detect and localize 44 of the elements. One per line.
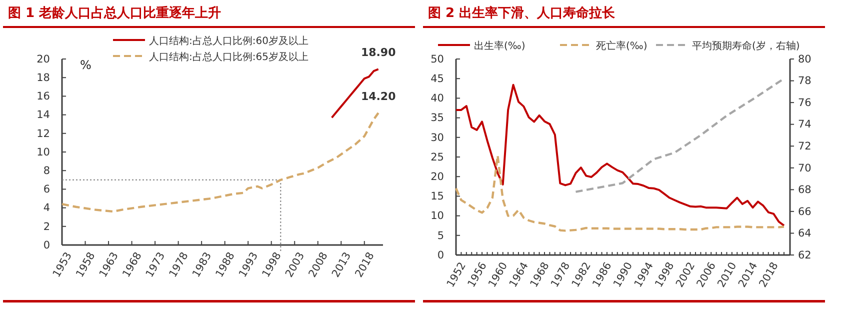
legend-label: 人口结构:占总人口比例:60岁及以上 (149, 35, 308, 47)
y2-tick-label: 80 (798, 53, 812, 66)
y-tick-label: 18 (36, 72, 50, 84)
legend-label: 平均预期寿命(岁，右轴) (692, 40, 800, 52)
annotation: 14.20 (360, 90, 396, 103)
y-tick-label: 20 (430, 170, 444, 183)
y2-tick-label: 64 (798, 228, 812, 240)
y-tick-label: 10 (430, 210, 444, 222)
y2-tick-label: 72 (798, 140, 812, 152)
y2-tick-label: 74 (798, 118, 812, 131)
legend-label: 死亡率(‰) (596, 40, 648, 52)
y-tick-label: 25 (430, 151, 444, 164)
y2-tick-label: 62 (798, 249, 812, 262)
y-tick-label: 50 (430, 53, 444, 66)
y-tick-label: 45 (430, 72, 444, 85)
y-axis-title: % (80, 58, 92, 72)
y-tick-label: 30 (430, 132, 444, 144)
annotation: 18.90 (360, 46, 396, 60)
y-tick-label: 10 (36, 146, 50, 158)
legend-label: 出生率(‰) (474, 40, 526, 52)
y-tick-label: 6 (43, 184, 50, 196)
y-tick-label: 0 (43, 239, 50, 252)
y-tick-label: 40 (430, 92, 444, 105)
chart-title: 图 1 老龄人口占总人口比重逐年上升 (8, 5, 222, 21)
y-tick-label: 0 (437, 249, 444, 262)
y-tick-label: 15 (430, 190, 444, 203)
y-tick-label: 16 (36, 90, 50, 103)
line-series (454, 154, 786, 232)
line-series (455, 84, 785, 227)
y-tick-label: 14 (36, 109, 50, 122)
y-tick-label: 12 (36, 128, 50, 140)
y2-tick-label: 66 (798, 206, 812, 218)
y2-tick-label: 76 (798, 96, 812, 109)
y-tick-label: 4 (43, 202, 50, 214)
y-tick-label: 20 (36, 53, 50, 66)
y-tick-label: 35 (430, 112, 444, 124)
chart-title: 图 2 出生率下滑、人口寿命拉长 (428, 5, 616, 21)
y2-tick-label: 68 (798, 184, 812, 196)
legend-label: 人口结构:占总人口比例:65岁及以上 (149, 51, 308, 63)
y2-tick-label: 78 (798, 75, 812, 88)
y-tick-label: 2 (43, 220, 50, 233)
y-tick-label: 5 (437, 230, 444, 242)
y2-tick-label: 70 (798, 162, 812, 174)
y-tick-label: 8 (43, 164, 50, 177)
